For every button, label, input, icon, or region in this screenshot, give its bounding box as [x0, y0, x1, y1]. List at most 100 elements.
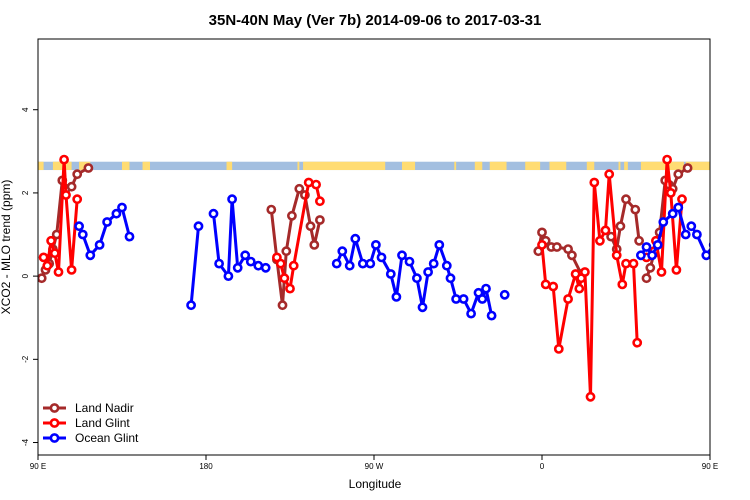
data-point	[611, 250, 622, 261]
data-point	[277, 300, 288, 311]
chart-title: 35N-40N May (Ver 7b) 2014-09-06 to 2017-…	[209, 12, 542, 29]
data-point	[404, 256, 415, 267]
series-land-glint	[38, 154, 687, 402]
land-band-segment	[586, 161, 595, 171]
data-point	[466, 308, 476, 319]
y-tick-label: 4	[21, 107, 30, 112]
y-tick-label: -2	[21, 355, 30, 363]
data-point	[617, 279, 628, 290]
data-point	[580, 267, 590, 277]
data-point	[38, 252, 49, 263]
data-point	[658, 217, 669, 227]
land-band-segment	[640, 161, 684, 171]
data-point	[567, 250, 577, 261]
data-point	[85, 250, 96, 261]
data-point	[720, 218, 727, 225]
data-point	[451, 294, 461, 304]
data-point	[641, 273, 652, 284]
data-point	[245, 256, 256, 267]
x-tick-label: 90 W	[365, 462, 384, 471]
data-point	[411, 273, 422, 284]
data-point	[621, 258, 631, 269]
data-point	[662, 154, 672, 165]
x-axis: 90 E 180 90 W 0 90 E	[30, 455, 718, 471]
data-point	[552, 242, 562, 252]
data-point	[281, 246, 292, 257]
land-band-segment	[624, 161, 628, 171]
data-point	[548, 281, 559, 292]
data-point	[628, 258, 639, 269]
data-point	[186, 300, 196, 311]
land-band-segment	[549, 161, 567, 171]
legend-item: Ocean Glint	[43, 431, 139, 445]
data-point	[441, 260, 452, 271]
data-point	[677, 194, 687, 205]
data-point	[537, 227, 547, 238]
data-point	[314, 196, 325, 207]
data-point	[667, 208, 678, 219]
x-tick-label: 90 E	[30, 462, 46, 471]
legend-swatch-marker	[49, 433, 60, 443]
data-point	[585, 391, 596, 402]
land-band-segment	[142, 161, 150, 171]
data-point	[294, 183, 305, 194]
data-point	[260, 262, 271, 273]
data-point	[83, 163, 94, 173]
legend-label: Ocean Glint	[75, 431, 139, 445]
data-point	[286, 210, 297, 221]
data-point	[331, 258, 342, 269]
data-point	[391, 291, 402, 302]
data-point	[708, 241, 710, 249]
data-point	[481, 283, 491, 294]
data-point	[417, 302, 428, 313]
data-point	[61, 190, 71, 200]
land-band-segment	[489, 161, 507, 171]
legend-label: Land Nadir	[75, 401, 134, 415]
legend-item: Land Nadir	[43, 401, 134, 415]
data-point	[208, 208, 219, 219]
data-point	[428, 258, 439, 269]
data-point	[595, 235, 605, 246]
x-tick-label: 0	[540, 462, 545, 471]
data-point	[275, 258, 286, 269]
land-band-segment	[297, 161, 300, 171]
data-point	[682, 163, 693, 173]
data-point	[232, 262, 243, 273]
data-point	[574, 283, 585, 294]
land-band-segment	[474, 161, 483, 171]
data-point	[77, 229, 88, 240]
data-point	[285, 283, 295, 294]
data-point	[344, 260, 355, 271]
data-point	[59, 154, 69, 165]
data-point	[537, 239, 547, 250]
data-point	[42, 260, 53, 271]
data-point	[641, 242, 652, 252]
data-point	[94, 239, 105, 250]
data-point	[193, 221, 204, 232]
data-point	[423, 267, 433, 277]
data-point	[486, 310, 497, 321]
data-point	[615, 221, 626, 232]
data-point	[350, 233, 361, 244]
legend-swatch-marker	[49, 418, 60, 428]
data-point	[223, 271, 234, 281]
data-point	[632, 337, 643, 348]
land-band-segment	[303, 161, 386, 171]
data-point	[74, 221, 84, 232]
data-point	[365, 258, 376, 269]
data-point	[240, 250, 251, 261]
data-point	[540, 279, 551, 290]
data-point	[686, 221, 697, 232]
data-point	[604, 169, 615, 180]
data-point	[376, 252, 387, 263]
data-point	[357, 258, 368, 269]
data-point	[656, 267, 667, 277]
data-point	[673, 202, 684, 213]
data-point	[553, 343, 564, 354]
y-tick-label: 2	[21, 190, 30, 195]
land-band-segment	[52, 161, 72, 171]
data-point	[370, 239, 381, 250]
series-layer	[38, 154, 727, 402]
series-line	[269, 187, 322, 307]
